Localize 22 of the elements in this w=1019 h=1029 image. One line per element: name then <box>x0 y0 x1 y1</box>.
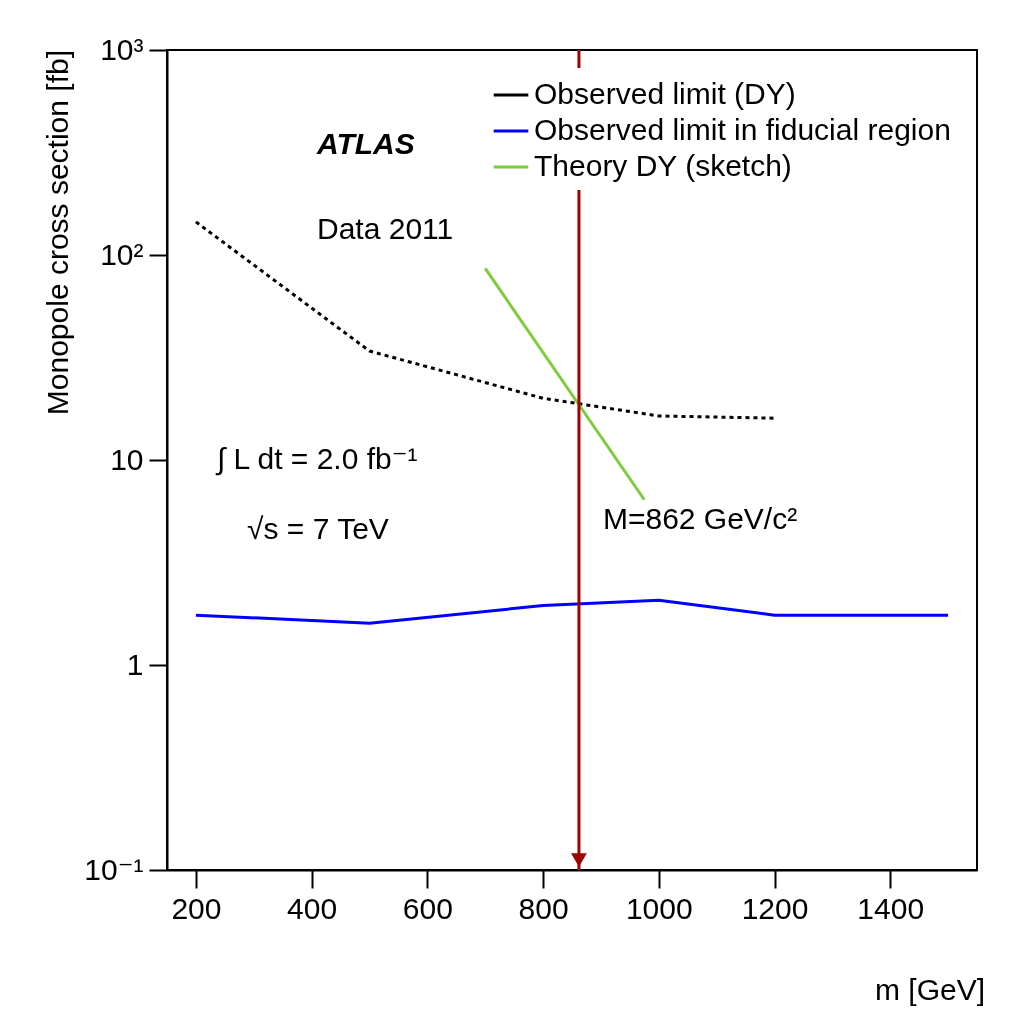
annotation: ∫ L dt = 2.0 fb⁻¹ <box>215 442 418 476</box>
legend-label: Observed limit in fiducial region <box>534 113 951 146</box>
x-tick-label: 600 <box>402 891 453 925</box>
annotation: Data 2011 <box>317 212 454 245</box>
x-tick-label: 800 <box>518 891 569 925</box>
annotation: √s = 7 TeV <box>247 512 389 545</box>
x-axis-title: m [GeV] <box>874 973 985 1006</box>
x-tick-label: 400 <box>287 891 338 925</box>
y-tick-label: 10⁻¹ <box>84 852 144 886</box>
ref-line-label: M=862 GeV/c² <box>602 502 798 535</box>
x-tick-label: 1000 <box>625 891 693 925</box>
y-tick-label: 10 <box>110 442 144 476</box>
y-tick-label: 1 <box>126 647 144 681</box>
y-tick-label: 10³ <box>100 32 144 66</box>
y-axis-title: Monopole cross section [fb] <box>41 50 74 416</box>
x-tick-label: 1400 <box>857 891 925 925</box>
annotation: ATLAS <box>316 127 415 160</box>
y-tick-label: 10² <box>100 237 144 271</box>
legend-label: Theory DY (sketch) <box>534 149 792 182</box>
x-tick-label: 200 <box>171 891 222 925</box>
x-tick-label: 1200 <box>741 891 809 925</box>
legend-label: Observed limit (DY) <box>534 77 796 110</box>
